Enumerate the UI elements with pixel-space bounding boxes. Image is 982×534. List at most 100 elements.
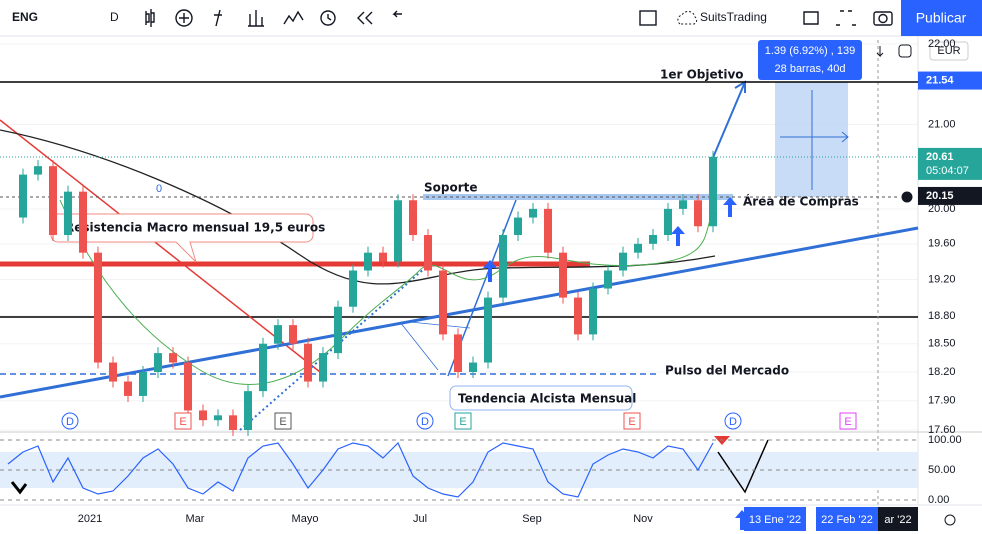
account[interactable]: SuitsTrading (700, 10, 767, 24)
candle (319, 353, 327, 382)
event-marker[interactable] (416, 412, 434, 430)
symbol[interactable]: ENG (12, 10, 38, 24)
currency-box[interactable] (929, 41, 969, 61)
candle (199, 410, 207, 421)
pulse-label: Pulso del Mercado (665, 364, 789, 378)
time-label: Mayo (292, 513, 319, 525)
osc-line (7, 441, 714, 498)
event-marker[interactable] (274, 412, 292, 430)
osc-tick-label: 50.00 (928, 464, 956, 476)
event-marker[interactable] (61, 412, 79, 430)
event-label: E (628, 416, 635, 428)
candle (184, 362, 192, 411)
fib-label: 0 (156, 183, 162, 195)
measure-line: 1.39 (6.92%) , 139 (765, 45, 856, 57)
candle (34, 166, 42, 175)
price-tick-label: 22.00 (928, 38, 956, 50)
candle (679, 200, 687, 209)
candle (154, 353, 162, 373)
event-label: E (459, 416, 466, 428)
event-marker[interactable] (724, 412, 742, 430)
countdown: 05:04:07 (926, 165, 969, 177)
price-tag-label: 20.61 (926, 151, 954, 163)
time-tag-label: 22 Feb '22 (821, 514, 873, 526)
time-label: Mar (186, 513, 205, 525)
candle (439, 270, 447, 335)
candle (484, 297, 492, 363)
axis-icons[interactable] (876, 44, 912, 58)
resistance-label: Resistencia Macro mensual 19,5 euros (65, 221, 325, 235)
candle (139, 372, 147, 396)
time-tag-label: 13 Ene '22 (749, 514, 801, 526)
price-tick-label: 19.60 (928, 238, 956, 250)
candle (649, 235, 657, 244)
price-tick-label: 17.90 (928, 395, 956, 407)
price-tag (918, 147, 982, 180)
candle (604, 270, 612, 289)
price-tag-label: 21.54 (926, 74, 954, 86)
candle (454, 334, 462, 373)
settings-icon[interactable] (944, 514, 956, 526)
publish-button[interactable] (901, 0, 982, 36)
event-marker[interactable] (623, 412, 641, 430)
trend-callout (449, 385, 633, 411)
candle (364, 252, 372, 271)
time-label: 2021 (78, 513, 102, 525)
candle (469, 362, 477, 373)
event-marker[interactable] (174, 412, 192, 430)
candle (19, 174, 27, 218)
candle (259, 343, 267, 392)
candle (334, 306, 342, 354)
candle (544, 208, 552, 253)
add-alert-icon[interactable] (900, 190, 914, 204)
event-marker[interactable] (839, 412, 857, 430)
candle (559, 252, 567, 298)
measure-line: 28 barras, 40d (775, 63, 846, 75)
price-tick-label: 21.00 (928, 118, 956, 130)
candle (274, 325, 282, 344)
candle (94, 252, 102, 363)
currency[interactable]: EUR (937, 45, 960, 57)
candle (424, 235, 432, 271)
time-tag (744, 507, 806, 531)
event-marker[interactable] (454, 412, 472, 430)
measure-box (758, 40, 862, 80)
candle (499, 235, 507, 298)
time-tag (878, 507, 918, 531)
candle (664, 208, 672, 236)
candle (634, 243, 642, 253)
event-label: D (66, 416, 74, 428)
price-tag (918, 71, 982, 90)
event-label: D (421, 416, 429, 428)
candle (574, 297, 582, 335)
candle (589, 288, 597, 335)
candle (349, 270, 357, 307)
interval[interactable]: D (110, 10, 119, 24)
candle (619, 252, 627, 271)
candle (64, 191, 72, 236)
time-label: Nov (633, 513, 653, 525)
time-tag-label: ar '22 (884, 514, 911, 526)
candle (124, 381, 132, 396)
publish-label[interactable]: Publicar (916, 10, 967, 26)
candle (49, 166, 57, 236)
candle (514, 217, 522, 236)
toolbar (0, 0, 982, 36)
time-tag (816, 507, 878, 531)
trend-label: Tendencia Alcista Mensual (458, 392, 636, 406)
event-label: E (279, 416, 286, 428)
candle (289, 325, 297, 344)
candle (379, 252, 387, 262)
candle (409, 200, 417, 236)
toolbar-icons[interactable] (145, 9, 893, 27)
candle (79, 191, 87, 253)
cloud-icon (677, 10, 698, 25)
event-label: D (729, 416, 737, 428)
candle (304, 343, 312, 382)
support-label: Soporte (424, 181, 478, 195)
candle (169, 353, 177, 363)
candle (529, 208, 537, 218)
time-label: Sep (522, 513, 542, 525)
logo (10, 481, 28, 495)
